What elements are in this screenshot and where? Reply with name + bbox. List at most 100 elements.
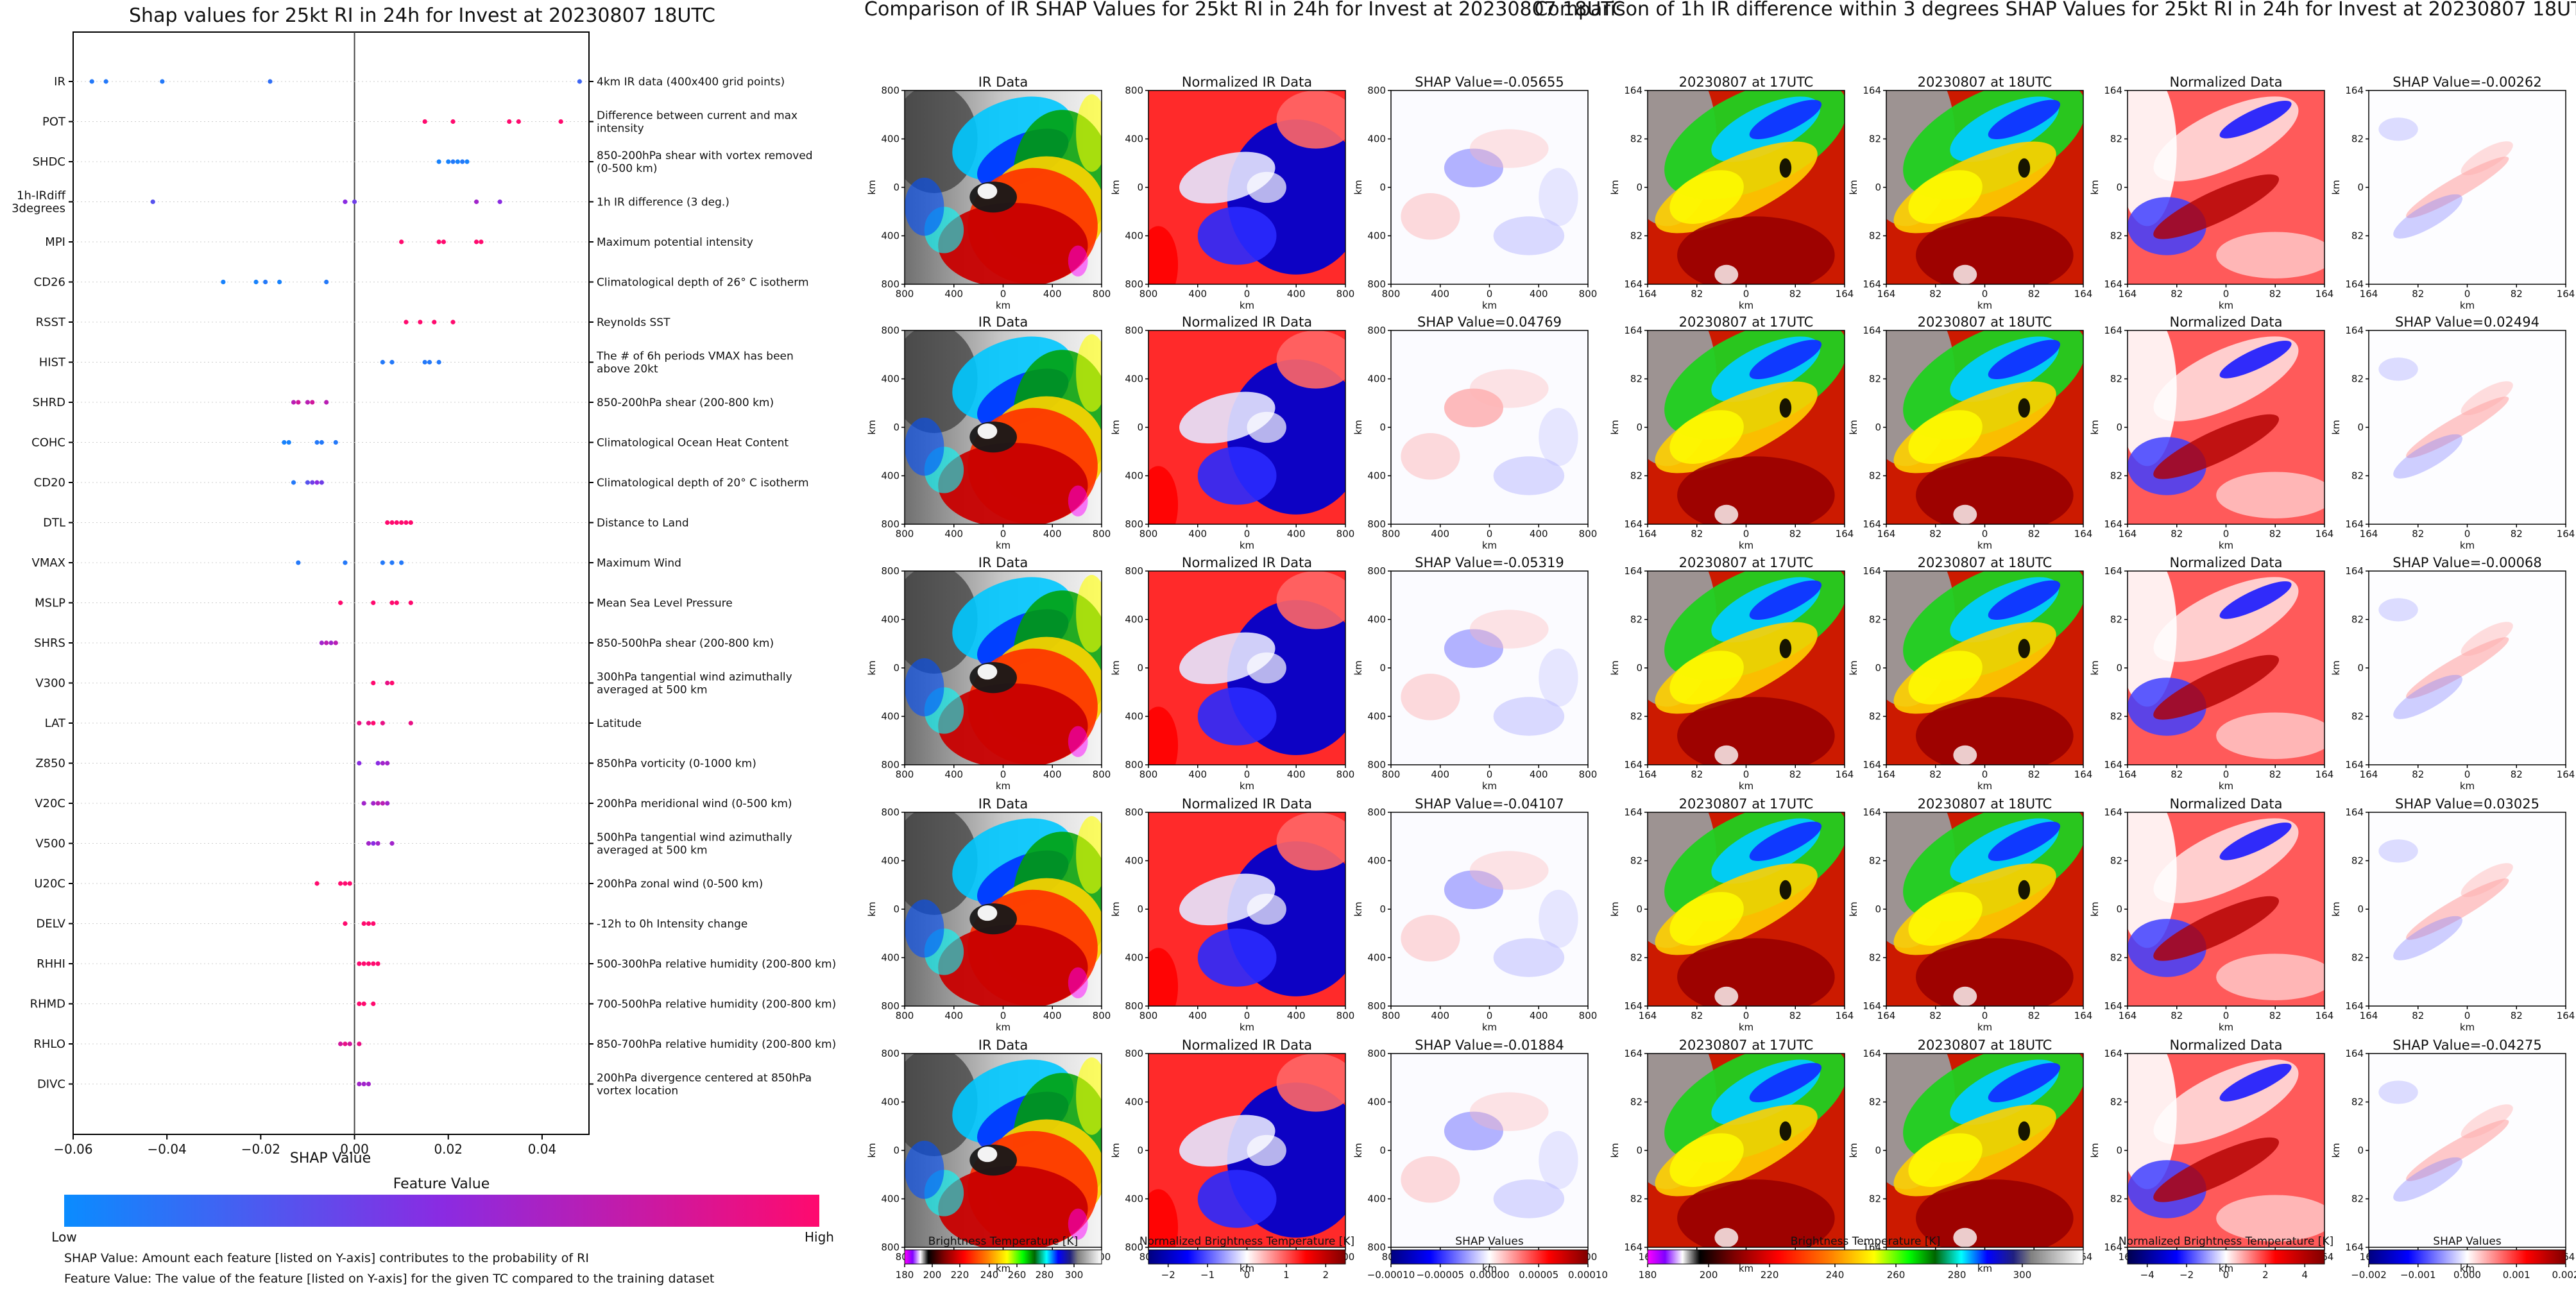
shap-point: [319, 440, 324, 445]
image-y-axis-label: km: [1848, 901, 1859, 916]
colorbar-tick-label: −0.00010: [1367, 1269, 1415, 1281]
shap-point: [366, 721, 371, 726]
image-y-tick-label: 400: [1367, 230, 1386, 242]
image-y-tick-label: 164: [2104, 565, 2122, 577]
image-x-tick-label: 164: [2557, 1010, 2575, 1021]
shap-point: [347, 881, 352, 886]
image-title: 20230807 at 18UTC: [1918, 1037, 2052, 1053]
feature-name-label: VMAX: [32, 556, 66, 570]
image-blob: [1677, 456, 1835, 524]
ir-image: [905, 812, 1102, 1006]
image-x-tick-label: 82: [2412, 288, 2424, 300]
image-blob: [1908, 651, 1983, 704]
image-y-tick-label: 82: [1630, 373, 1642, 385]
image-x-tick-label: 800: [1579, 288, 1598, 300]
image-blob: [2393, 434, 2463, 479]
image-blob: [905, 177, 944, 236]
image-y-tick-label: 82: [2110, 711, 2122, 722]
shap-point: [277, 279, 282, 285]
image-y-tick-label: 400: [881, 855, 900, 867]
image-blob: [905, 658, 944, 717]
image-x-tick-label: 164: [1877, 528, 1896, 540]
image-y-tick-label: 164: [2345, 1000, 2364, 1012]
feature-description: 200hPa meridional wind (0-500 km): [597, 798, 792, 810]
shap-point: [305, 480, 311, 485]
image-x-tick-label: 400: [1530, 769, 1548, 780]
shap-point: [385, 801, 390, 806]
image-y-tick-label: 164: [2104, 807, 2122, 818]
ir-image: [905, 330, 1102, 524]
image-blob: [2393, 194, 2463, 239]
image-y-tick-label: 164: [2345, 85, 2364, 96]
shap-point: [319, 480, 324, 485]
image-y-tick-label: 82: [2110, 1097, 2122, 1108]
feature-description: Maximum Wind: [597, 557, 681, 570]
image-blob: [1401, 1156, 1460, 1203]
image-blob: [2219, 100, 2292, 139]
ir-difference-image: [1886, 90, 2083, 284]
image-title: Normalized Data: [2170, 796, 2283, 812]
image-blob: [2216, 712, 2324, 759]
image-x-tick-label: 164: [2316, 769, 2334, 780]
shap-point: [371, 1001, 376, 1007]
image-y-tick-label: 82: [2351, 952, 2364, 964]
image-blob: [1148, 226, 1179, 284]
image-blob: [1276, 330, 1345, 389]
shap-point: [446, 159, 451, 164]
image-blob: [2378, 598, 2418, 622]
image-y-tick-label: 0: [2116, 662, 2122, 674]
image-y-tick-label: 164: [1624, 518, 1642, 530]
image-blob: [1539, 407, 1578, 466]
image-y-tick-label: 800: [1367, 1048, 1386, 1059]
shap-point: [361, 921, 366, 926]
image-y-tick-label: 800: [1125, 1242, 1143, 1253]
image-title: IR Data: [978, 1037, 1028, 1053]
image-y-tick-label: 82: [2110, 1193, 2122, 1205]
image-y-tick-label: 164: [2345, 759, 2364, 771]
image-y-tick-label: 0: [893, 903, 900, 915]
shap-map-background: [1391, 571, 1588, 765]
image-y-tick-label: 0: [2357, 422, 2364, 433]
image-y-tick-label: 400: [881, 614, 900, 626]
image-y-tick-label: 800: [1125, 1048, 1143, 1059]
image-y-axis-label: km: [866, 660, 878, 675]
image-blob: [1749, 821, 1822, 862]
image-title: Normalized IR Data: [1182, 74, 1312, 90]
feature-description: averaged at 500 km: [597, 844, 708, 857]
image-x-tick-label: 82: [1691, 769, 1703, 780]
image-y-tick-label: 400: [1367, 1097, 1386, 1108]
colorbar-tick-label: 0.001: [2503, 1269, 2530, 1281]
image-y-tick-label: 164: [2104, 518, 2122, 530]
image-y-tick-label: 800: [1125, 278, 1143, 290]
image-blob: [1539, 167, 1578, 226]
image-x-tick-label: 164: [2557, 288, 2575, 300]
image-blob: [1539, 1131, 1578, 1190]
colorbar-tick-label: 300: [2013, 1269, 2032, 1281]
shap-point: [399, 560, 404, 565]
image-y-tick-label: 400: [881, 230, 900, 242]
image-x-tick-label: 800: [1382, 1010, 1401, 1021]
image-blob: [2153, 654, 2280, 720]
image-blob: [2018, 638, 2031, 658]
image-y-tick-label: 82: [2351, 855, 2364, 867]
image-blob: [1197, 447, 1277, 505]
image-blob: [2406, 157, 2509, 218]
shap-point: [221, 279, 226, 285]
image-y-tick-label: 164: [2104, 1242, 2122, 1253]
image-y-axis-label: km: [1848, 180, 1859, 194]
image-y-tick-label: 800: [881, 85, 900, 96]
normalized-difference-image: [2128, 330, 2324, 524]
x-tick-label: −0.04: [148, 1141, 187, 1157]
shap-point: [380, 801, 386, 806]
image-blob: [1068, 726, 1088, 757]
image-x-tick-label: 800: [1579, 769, 1598, 780]
image-x-tick-label: 82: [1691, 1010, 1703, 1021]
image-y-tick-label: 82: [1869, 133, 1881, 145]
colorbar-tick-label: 200: [1700, 1269, 1718, 1281]
image-x-tick-label: 0: [1000, 288, 1007, 300]
shap-point: [380, 359, 386, 365]
image-blob: [1779, 880, 1792, 900]
image-x-tick-label: 400: [1287, 528, 1306, 540]
colorbar-tick-label: −4: [2140, 1269, 2154, 1281]
image-x-tick-label: 82: [2269, 1010, 2282, 1021]
